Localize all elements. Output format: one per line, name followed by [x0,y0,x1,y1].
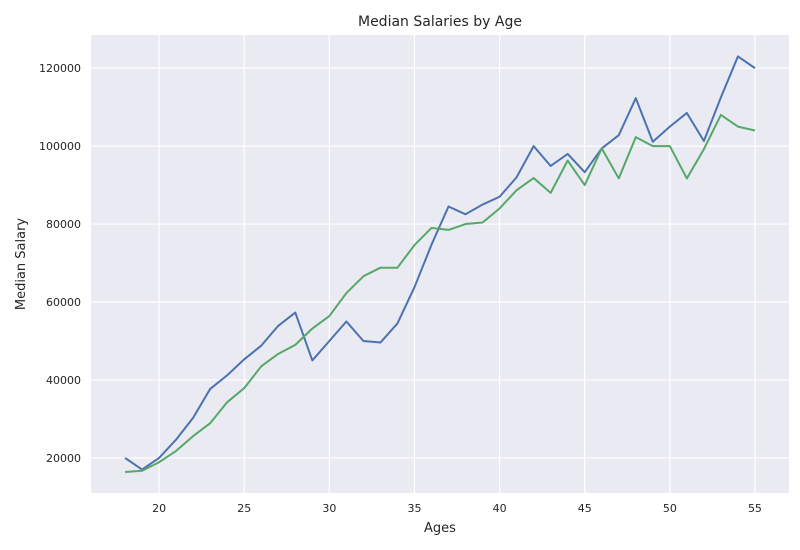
x-axis-label: Ages [424,521,456,536]
chart-title: Median Salaries by Age [358,14,522,30]
grid-lines [91,35,789,493]
y-tick-label: 100000 [39,140,81,153]
x-tick-label: 40 [493,502,507,515]
x-tick-label: 30 [322,502,336,515]
y-tick-label: 120000 [39,62,81,75]
x-tick-label: 50 [663,502,677,515]
y-tick-label: 60000 [46,296,81,309]
plot-background [91,35,789,493]
series-line-2 [124,113,756,473]
x-tick-label: 25 [237,502,251,515]
series-line-1 [124,55,756,471]
x-tick-label: 55 [748,502,762,515]
y-tick-label: 40000 [46,374,81,387]
y-tick-label: 20000 [46,452,81,465]
x-tick-label: 45 [578,502,592,515]
series-lines [124,55,756,473]
y-tick-labels: 20000 40000 60000 80000 100000 120000 [39,62,81,465]
x-tick-label: 35 [407,502,421,515]
y-axis-label: Median Salary [14,218,29,311]
y-tick-label: 80000 [46,218,81,231]
x-tick-label: 20 [152,502,166,515]
x-tick-labels: 20 25 30 35 40 45 50 55 [152,502,762,515]
